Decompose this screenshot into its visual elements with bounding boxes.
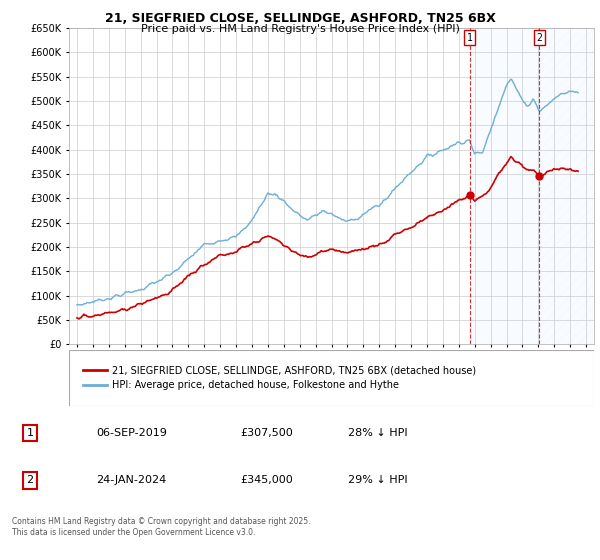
Bar (539, 28, 594, 344)
Text: 28% ↓ HPI: 28% ↓ HPI (348, 428, 407, 438)
Text: 2: 2 (536, 32, 542, 43)
Text: Contains HM Land Registry data © Crown copyright and database right 2025.
This d: Contains HM Land Registry data © Crown c… (12, 517, 311, 536)
Text: 24-JAN-2024: 24-JAN-2024 (96, 475, 166, 485)
Text: £307,500: £307,500 (240, 428, 293, 438)
Text: Price paid vs. HM Land Registry's House Price Index (HPI): Price paid vs. HM Land Registry's House … (140, 24, 460, 34)
Text: £345,000: £345,000 (240, 475, 293, 485)
Bar (539, 28, 594, 344)
Text: 1: 1 (26, 428, 34, 438)
Text: 2: 2 (26, 475, 34, 485)
Text: 29% ↓ HPI: 29% ↓ HPI (348, 475, 407, 485)
Text: 21, SIEGFRIED CLOSE, SELLINDGE, ASHFORD, TN25 6BX: 21, SIEGFRIED CLOSE, SELLINDGE, ASHFORD,… (104, 12, 496, 25)
Bar (470, 28, 539, 344)
Legend: 21, SIEGFRIED CLOSE, SELLINDGE, ASHFORD, TN25 6BX (detached house), HPI: Average: 21, SIEGFRIED CLOSE, SELLINDGE, ASHFORD,… (79, 362, 480, 394)
Text: 06-SEP-2019: 06-SEP-2019 (96, 428, 167, 438)
Text: 1: 1 (467, 32, 473, 43)
